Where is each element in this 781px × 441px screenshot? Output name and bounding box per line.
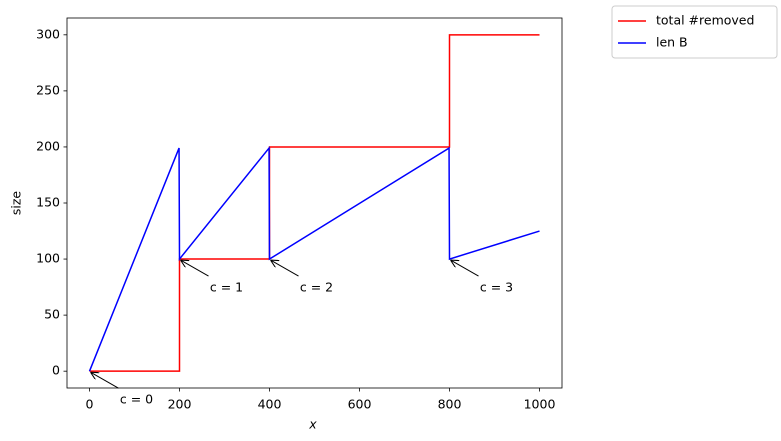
y-axis-label: size	[9, 191, 24, 216]
annotation-arrow	[91, 372, 119, 389]
x-tick-label: 800	[438, 397, 462, 412]
annotation-arrow	[451, 260, 479, 277]
x-tick-label: 0	[86, 397, 94, 412]
axes-frame	[66, 17, 563, 389]
annotation-text: c = 3	[480, 280, 513, 295]
annotation-text: c = 0	[120, 392, 153, 407]
legend-label: len B	[656, 35, 688, 50]
y-tick-label: 100	[36, 251, 60, 266]
legend-label: total #removed	[656, 13, 754, 28]
y-tick-label: 150	[36, 195, 60, 210]
x-tick-label: 1000	[524, 397, 556, 412]
annotation-text: c = 1	[210, 280, 243, 295]
annotation-arrow	[181, 260, 209, 277]
y-tick-label: 50	[44, 307, 60, 322]
y-tick-label: 250	[36, 82, 60, 97]
legend-box	[611, 5, 778, 59]
y-tick-label: 300	[36, 26, 60, 41]
annotation-text: c = 2	[300, 280, 333, 295]
x-tick-label: 400	[258, 397, 282, 412]
series-line	[88, 145, 540, 372]
x-tick-label: 200	[168, 397, 192, 412]
annotation-arrow	[271, 260, 299, 277]
x-axis-label: x	[308, 417, 317, 432]
y-tick-label: 0	[52, 363, 60, 378]
x-tick-label: 600	[348, 397, 372, 412]
y-tick-label: 200	[36, 138, 60, 153]
